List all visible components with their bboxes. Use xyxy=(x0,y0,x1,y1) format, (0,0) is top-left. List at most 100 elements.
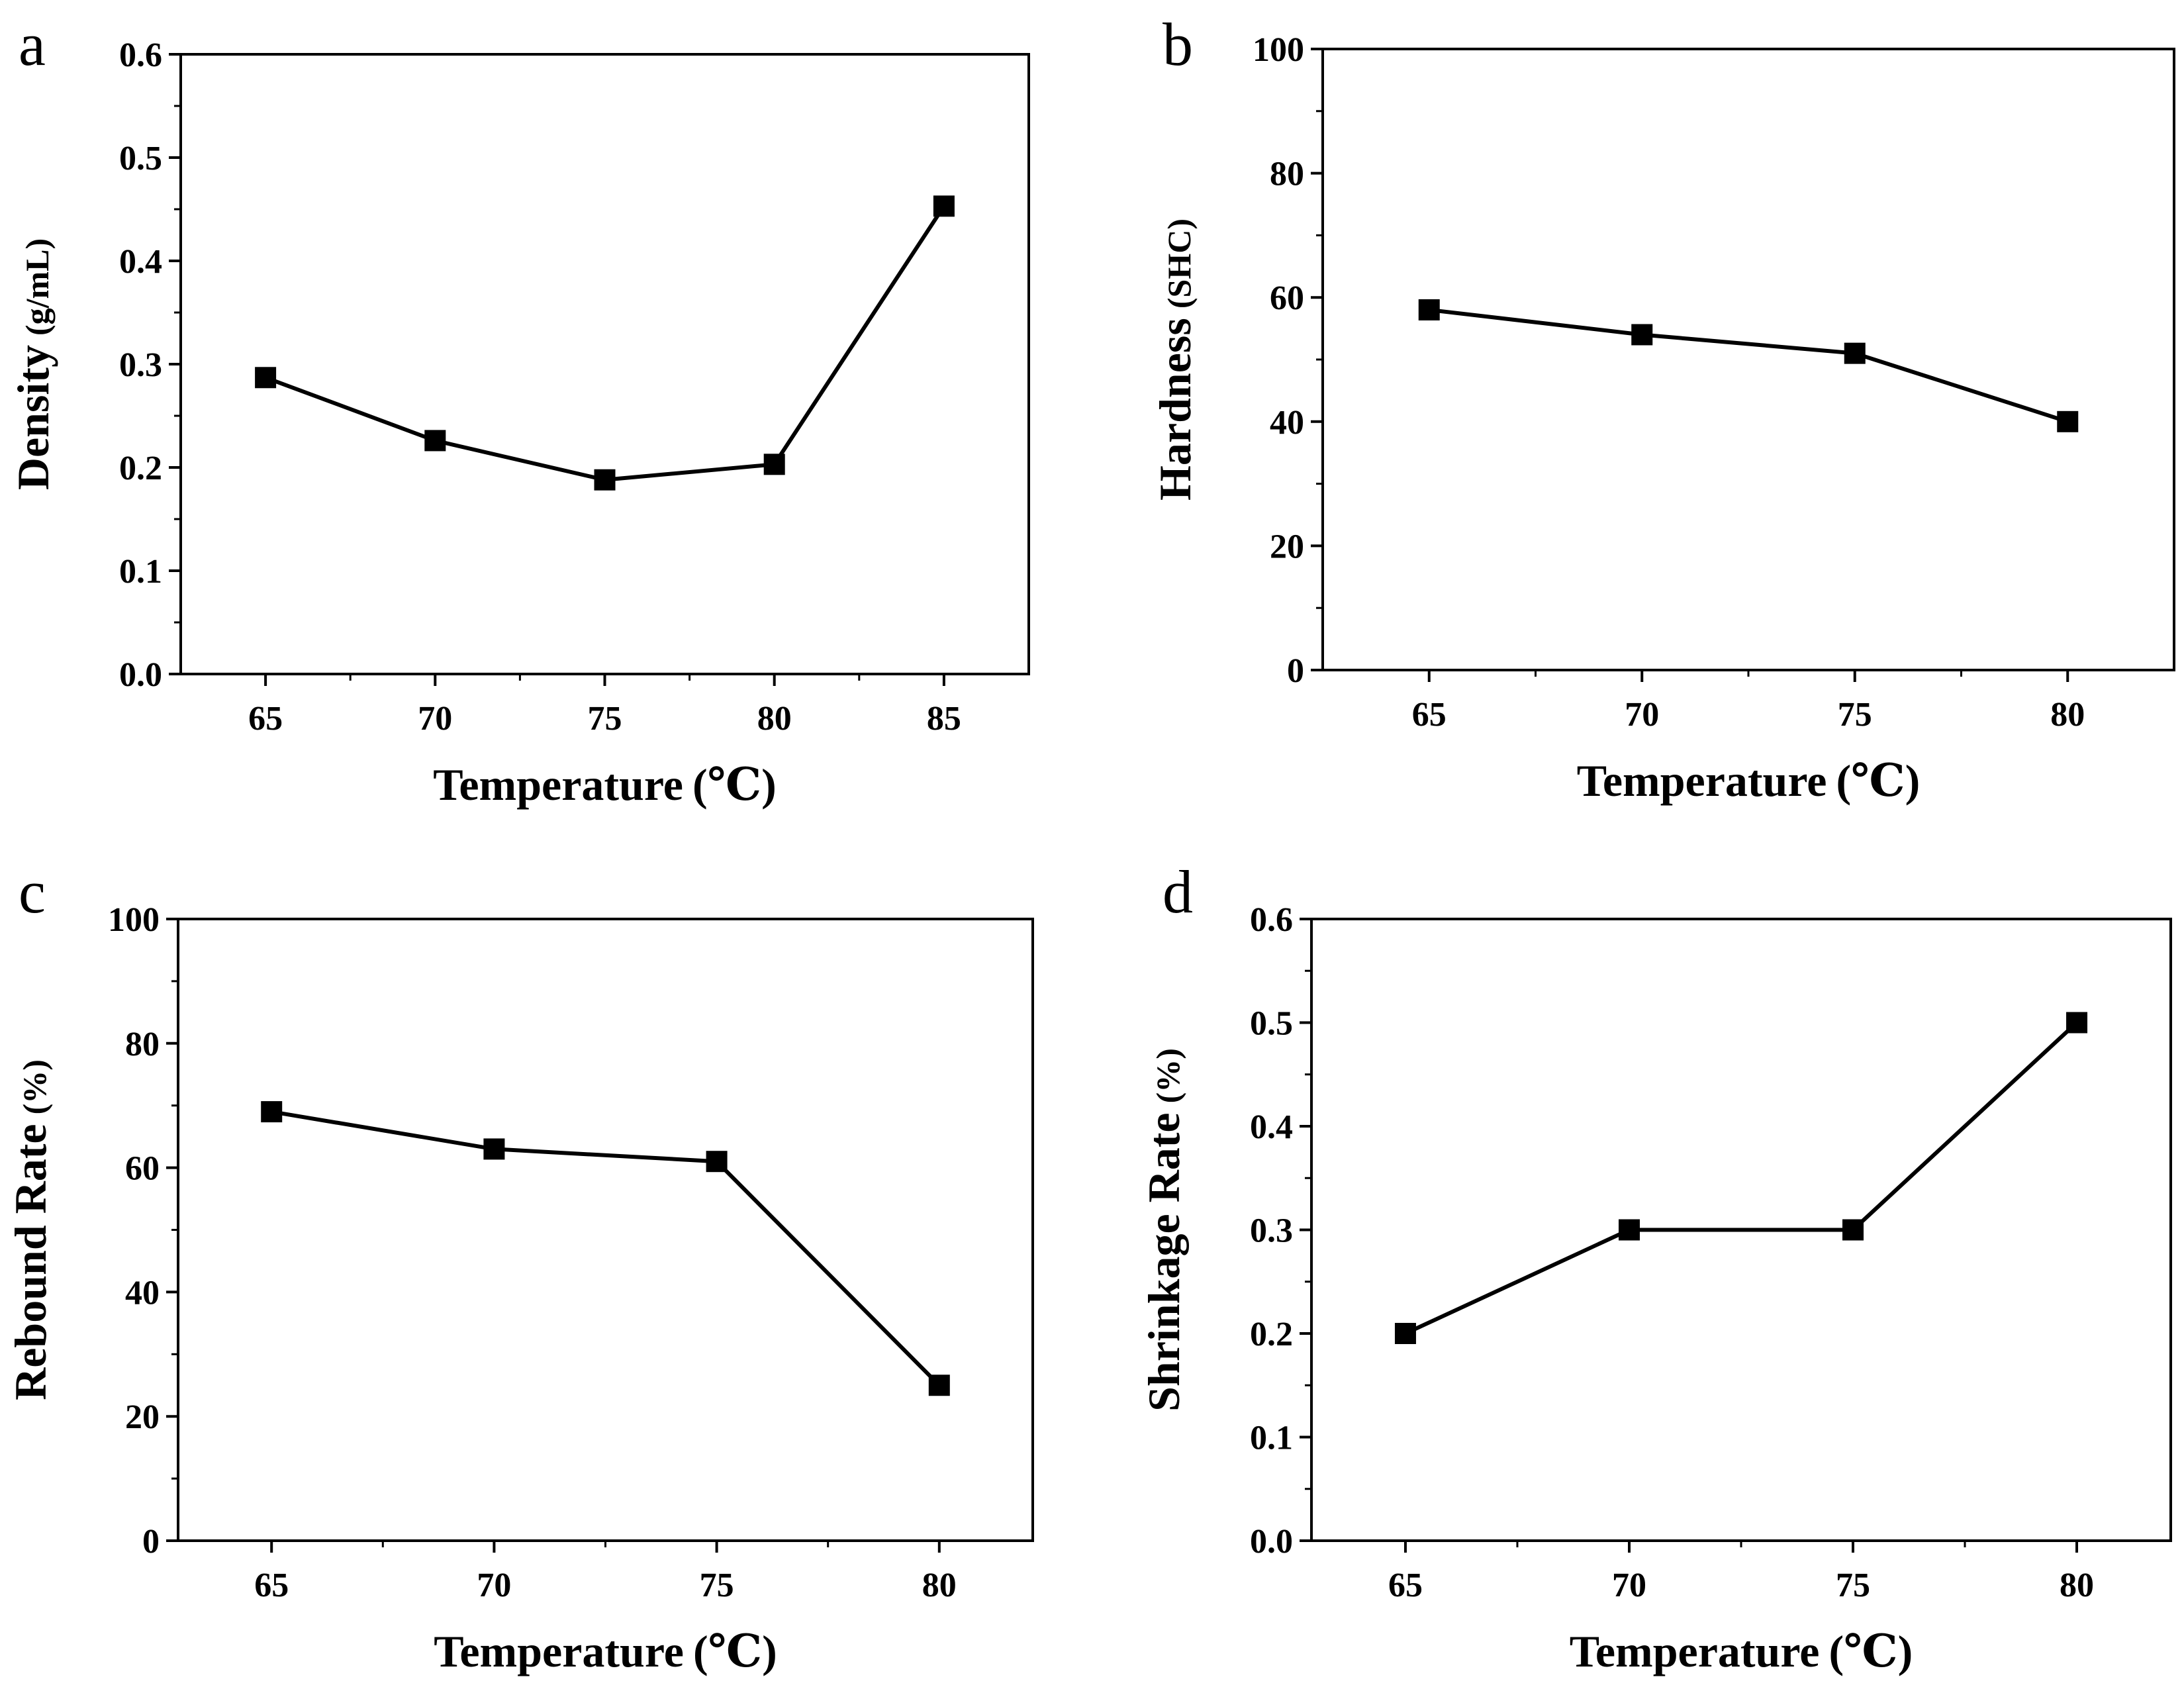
panel-a: a 0.0 0.1 0.2 0.3 0.4 0.5 0.6 65 70 75 80 85 Temperat… xyxy=(8,11,1030,810)
y-tick-label: 0.4 xyxy=(1250,1108,1293,1146)
data-point xyxy=(424,430,446,452)
y-tick-label: 60 xyxy=(125,1150,160,1188)
x-axis-label: Temperature xyxy=(1577,755,1827,806)
x-axis-title: Temperature (℃) xyxy=(434,1626,777,1676)
y-axis-title: Density (g/mL) xyxy=(8,238,58,490)
y-tick-label: 0.2 xyxy=(1250,1316,1293,1353)
y-tick-label: 0.3 xyxy=(119,346,162,384)
x-tick-label: 70 xyxy=(418,700,452,738)
x-axis-label: Temperature xyxy=(1570,1626,1820,1676)
x-tick-label: 80 xyxy=(757,700,792,738)
x-tick-label: 70 xyxy=(477,1567,511,1604)
x-tick-label: 65 xyxy=(1388,1567,1423,1604)
y-tick-label: 0.5 xyxy=(119,140,162,177)
y-tick-label: 100 xyxy=(108,901,160,939)
data-point xyxy=(261,1101,283,1123)
x-tick-label: 65 xyxy=(1412,696,1447,734)
y-axis-title: Shrinkage Rate (%) xyxy=(1139,1048,1189,1412)
x-axis-unit: (℃) xyxy=(1836,755,1920,806)
y-tick-label: 20 xyxy=(1270,528,1304,565)
panel-letter: a xyxy=(19,11,46,78)
y-tick-label: 0.1 xyxy=(119,553,162,591)
y-tick-label: 80 xyxy=(1270,156,1304,193)
y-tick-label: 80 xyxy=(125,1026,160,1063)
y-tick-label: 0.6 xyxy=(1250,901,1293,939)
y-axis-label: Shrinkage Rate xyxy=(1139,1112,1189,1411)
x-axis-unit: (℃) xyxy=(692,759,777,810)
y-tick-label: 0.6 xyxy=(119,36,162,74)
panel-letter: b xyxy=(1163,11,1193,78)
y-axis-label: Rebound Rate xyxy=(5,1124,56,1400)
x-tick-label: 75 xyxy=(1836,1567,1870,1604)
series-line xyxy=(271,1110,941,1387)
data-point xyxy=(2057,411,2079,432)
x-tick-label: 65 xyxy=(248,700,283,738)
x-tick-label: 65 xyxy=(254,1567,289,1604)
data-point xyxy=(1844,342,1866,364)
y-axis-label: Hardness xyxy=(1150,318,1200,501)
y-axis-title: Hardness (SHC) xyxy=(1150,218,1200,501)
x-axis-title: Temperature (℃) xyxy=(1570,1626,1913,1676)
x-tick-label: 80 xyxy=(2050,696,2085,734)
y-axis-unit: (SHC) xyxy=(1161,218,1198,309)
panel-letter: c xyxy=(19,858,46,926)
y-tick-label: 0.1 xyxy=(1250,1420,1293,1457)
data-point xyxy=(594,469,616,491)
x-tick-label: 80 xyxy=(2060,1567,2094,1604)
data-point xyxy=(1618,1219,1640,1241)
x-tick-label: 75 xyxy=(1838,696,1872,734)
y-tick-label: 0.4 xyxy=(119,243,162,281)
series-line xyxy=(1429,307,2069,424)
x-axis-unit: (℃) xyxy=(1828,1626,1913,1676)
y-tick-label: 0.3 xyxy=(1250,1212,1293,1250)
panel-d: d 0.0 0.1 0.2 0.3 0.4 0.5 0.6 65 70 75 80 Temperatur… xyxy=(1139,858,2172,1676)
plot-frame xyxy=(1321,48,2175,671)
x-tick-label: 70 xyxy=(1612,1567,1646,1604)
panel-b: b 0 20 40 60 80 100 65 70 75 80 Temperature (℃) Hardn… xyxy=(1150,11,2175,806)
series-line xyxy=(265,205,946,482)
panel-letter: d xyxy=(1163,858,1193,926)
x-axis-label: Temperature xyxy=(433,759,683,810)
y-axis-label: Density xyxy=(8,345,58,490)
y-axis-unit: (g/mL) xyxy=(19,238,56,336)
data-point xyxy=(1631,324,1653,346)
plot-frame xyxy=(179,53,1030,675)
x-axis-title: Temperature (℃) xyxy=(1577,755,1921,806)
y-tick-label: 0 xyxy=(142,1523,160,1561)
x-axis-title: Temperature (℃) xyxy=(433,759,777,810)
panel-c: c 0 20 40 60 80 100 65 70 75 80 Temperature (℃) Rebou… xyxy=(5,858,1034,1676)
y-axis-title: Rebound Rate (%) xyxy=(5,1059,56,1400)
x-tick-label: 85 xyxy=(927,700,961,738)
x-axis-unit: (℃) xyxy=(693,1626,777,1676)
data-point xyxy=(763,454,785,475)
y-axis-unit: (%) xyxy=(1149,1048,1186,1103)
data-point xyxy=(255,367,277,389)
y-axis-unit: (%) xyxy=(16,1059,53,1114)
y-tick-label: 40 xyxy=(1270,404,1304,442)
x-tick-label: 70 xyxy=(1625,696,1659,734)
y-tick-label: 0.0 xyxy=(1250,1523,1293,1561)
y-tick-label: 0.5 xyxy=(1250,1005,1293,1043)
x-tick-label: 75 xyxy=(588,700,622,738)
y-tick-label: 60 xyxy=(1270,279,1304,317)
x-tick-label: 75 xyxy=(700,1567,734,1604)
data-point xyxy=(1842,1219,1864,1241)
plot-frame xyxy=(177,918,1034,1542)
series-line xyxy=(1404,1021,2079,1335)
data-point xyxy=(483,1138,505,1160)
data-point xyxy=(1394,1323,1416,1344)
y-tick-label: 20 xyxy=(125,1398,160,1436)
y-tick-label: 40 xyxy=(125,1274,160,1312)
y-tick-label: 0.2 xyxy=(119,450,162,487)
data-point xyxy=(706,1151,728,1173)
y-tick-label: 0 xyxy=(1287,652,1304,690)
data-point xyxy=(1418,299,1440,320)
data-point xyxy=(933,195,955,217)
x-axis-label: Temperature xyxy=(434,1626,684,1676)
data-point xyxy=(2066,1012,2088,1034)
data-point xyxy=(928,1375,950,1396)
y-tick-label: 100 xyxy=(1253,31,1304,69)
x-tick-label: 80 xyxy=(922,1567,957,1604)
y-tick-label: 0.0 xyxy=(119,656,162,694)
